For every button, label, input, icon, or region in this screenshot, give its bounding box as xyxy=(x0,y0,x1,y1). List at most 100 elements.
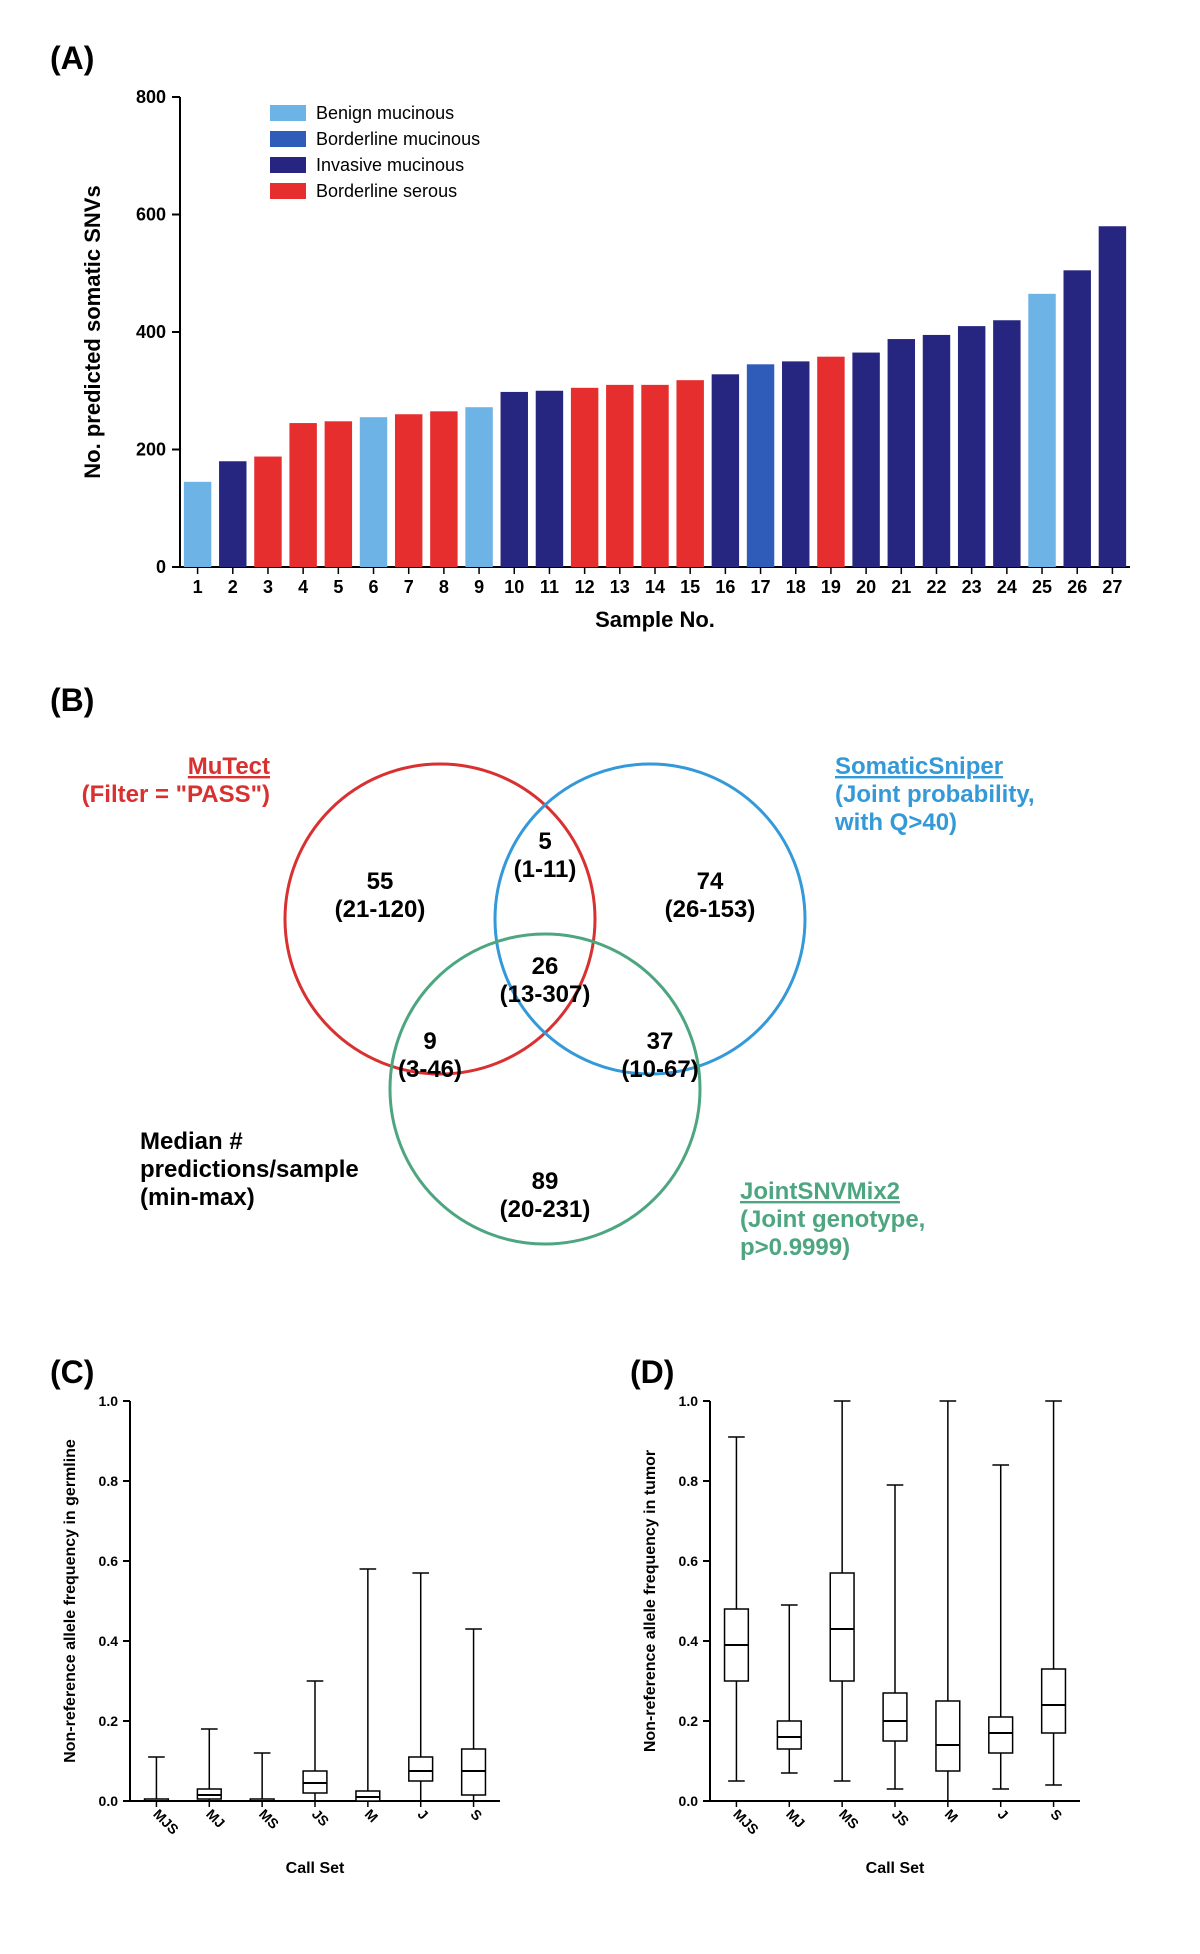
svg-text:JS: JS xyxy=(309,1806,332,1829)
svg-text:Call Set: Call Set xyxy=(286,1860,345,1877)
svg-text:with Q>40): with Q>40) xyxy=(834,809,957,836)
svg-text:Sample No.: Sample No. xyxy=(595,607,715,632)
svg-text:(10-67): (10-67) xyxy=(621,1056,698,1083)
svg-text:(21-120): (21-120) xyxy=(335,896,426,923)
venn-diagram: MuTect(Filter = "PASS")SomaticSniper(Joi… xyxy=(50,719,1150,1319)
svg-text:27: 27 xyxy=(1102,577,1122,597)
svg-text:MJS: MJS xyxy=(150,1806,182,1838)
svg-text:MS: MS xyxy=(256,1806,282,1832)
svg-text:JointSNVMix2: JointSNVMix2 xyxy=(740,1178,900,1205)
svg-text:200: 200 xyxy=(136,440,166,460)
svg-text:Benign mucinous: Benign mucinous xyxy=(316,103,454,123)
figure: (A) 0 200 400 600 800 No. predicted somatic S… xyxy=(0,0,1200,1926)
svg-text:p>0.9999): p>0.9999) xyxy=(740,1234,850,1261)
svg-text:89: 89 xyxy=(532,1168,559,1195)
svg-text:(Filter = "PASS"): (Filter = "PASS") xyxy=(82,781,270,808)
boxplot-germline: 0.00.20.40.60.81.0Non-reference allele f… xyxy=(50,1391,510,1891)
svg-text:SomaticSniper: SomaticSniper xyxy=(835,753,1003,780)
svg-text:MuTect: MuTect xyxy=(188,753,270,780)
svg-text:14: 14 xyxy=(645,577,665,597)
svg-text:11: 11 xyxy=(540,577,559,597)
svg-text:(Joint genotype,: (Joint genotype, xyxy=(740,1206,925,1233)
svg-text:55: 55 xyxy=(367,868,394,895)
svg-text:800: 800 xyxy=(136,87,166,107)
svg-text:22: 22 xyxy=(926,577,946,597)
panel-a-label: (A) xyxy=(50,40,1150,77)
panel-d-label: (D) xyxy=(630,1354,1090,1391)
svg-text:600: 600 xyxy=(136,205,166,225)
svg-text:19: 19 xyxy=(821,577,841,597)
panel-d: (D) 0.00.20.40.60.81.0Non-reference alle… xyxy=(630,1354,1090,1896)
svg-text:0.2: 0.2 xyxy=(99,1713,119,1729)
svg-text:(13-307): (13-307) xyxy=(500,981,591,1008)
svg-text:J: J xyxy=(415,1806,432,1823)
svg-text:JS: JS xyxy=(889,1806,912,1829)
svg-text:21: 21 xyxy=(891,577,911,597)
svg-text:7: 7 xyxy=(404,577,414,597)
svg-text:2: 2 xyxy=(228,577,238,597)
svg-text:0: 0 xyxy=(156,557,166,577)
svg-text:predictions/sample: predictions/sample xyxy=(140,1156,359,1183)
svg-text:Median #: Median # xyxy=(140,1128,243,1155)
svg-text:0.8: 0.8 xyxy=(679,1473,699,1489)
svg-text:(Joint probability,: (Joint probability, xyxy=(835,781,1035,808)
svg-text:1.0: 1.0 xyxy=(99,1393,119,1409)
svg-text:24: 24 xyxy=(997,577,1017,597)
svg-text:Non-reference allele frequency: Non-reference allele frequency in tumor xyxy=(642,1450,659,1752)
bar-chart: 0 200 400 600 800 No. predicted somatic SNVs 1… xyxy=(50,77,1150,637)
svg-text:0.0: 0.0 xyxy=(99,1793,119,1809)
svg-text:0.2: 0.2 xyxy=(679,1713,699,1729)
svg-text:Call Set: Call Set xyxy=(866,1860,925,1877)
svg-text:400: 400 xyxy=(136,322,166,342)
svg-text:8: 8 xyxy=(439,577,449,597)
svg-text:Borderline serous: Borderline serous xyxy=(316,181,457,201)
svg-text:M: M xyxy=(942,1806,962,1826)
svg-text:16: 16 xyxy=(715,577,735,597)
svg-text:18: 18 xyxy=(786,577,806,597)
svg-text:MJS: MJS xyxy=(730,1806,762,1838)
svg-text:(20-231): (20-231) xyxy=(500,1196,591,1223)
panel-cd-row: (C) 0.0 0.2 0.4 0.6 0.8 1.0 Non-reference alle… xyxy=(50,1354,1150,1896)
svg-text:9: 9 xyxy=(423,1028,436,1055)
svg-text:17: 17 xyxy=(751,577,771,597)
panel-a: (A) 0 200 400 600 800 No. predicted somatic S… xyxy=(50,40,1150,642)
boxplot-tumor: 0.00.20.40.60.81.0Non-reference allele f… xyxy=(630,1391,1090,1891)
svg-text:1: 1 xyxy=(193,577,203,597)
svg-text:0.6: 0.6 xyxy=(679,1553,699,1569)
svg-text:26: 26 xyxy=(1067,577,1087,597)
svg-text:25: 25 xyxy=(1032,577,1052,597)
svg-text:20: 20 xyxy=(856,577,876,597)
svg-text:No. predicted somatic SNVs: No. predicted somatic SNVs xyxy=(80,185,105,478)
panel-c-label: (C) xyxy=(50,1354,510,1391)
panel-b: (B) MuTect(Filter = "PASS") SomaticSniper… xyxy=(50,682,1150,1324)
svg-text:0.6: 0.6 xyxy=(99,1553,119,1569)
svg-text:S: S xyxy=(467,1806,485,1824)
svg-text:(26-153): (26-153) xyxy=(665,896,756,923)
svg-text:15: 15 xyxy=(680,577,700,597)
svg-text:0.4: 0.4 xyxy=(679,1633,699,1649)
svg-text:4: 4 xyxy=(298,577,308,597)
svg-text:5: 5 xyxy=(333,577,343,597)
svg-text:6: 6 xyxy=(369,577,379,597)
svg-text:9: 9 xyxy=(474,577,484,597)
svg-text:10: 10 xyxy=(504,577,524,597)
svg-text:S: S xyxy=(1047,1806,1065,1824)
panel-c: (C) 0.00.20.40.60.81.0Non-reference alle… xyxy=(50,1354,510,1896)
svg-text:J: J xyxy=(995,1806,1012,1823)
svg-text:13: 13 xyxy=(610,577,630,597)
svg-text:0.4: 0.4 xyxy=(99,1633,119,1649)
svg-text:MS: MS xyxy=(836,1806,862,1832)
svg-text:(min-max): (min-max) xyxy=(140,1184,255,1211)
svg-text:26: 26 xyxy=(532,953,559,980)
svg-text:12: 12 xyxy=(575,577,595,597)
svg-text:M: M xyxy=(362,1806,382,1826)
svg-text:5: 5 xyxy=(538,828,551,855)
svg-text:MJ: MJ xyxy=(203,1806,228,1831)
panel-b-label: (B) xyxy=(50,682,1150,719)
svg-text:Borderline mucinous: Borderline mucinous xyxy=(316,129,480,149)
svg-text:Non-reference allele frequency: Non-reference allele frequency in germli… xyxy=(62,1439,79,1763)
svg-text:37: 37 xyxy=(647,1028,674,1055)
svg-text:1.0: 1.0 xyxy=(679,1393,699,1409)
svg-text:Invasive mucinous: Invasive mucinous xyxy=(316,155,464,175)
svg-text:3: 3 xyxy=(263,577,273,597)
